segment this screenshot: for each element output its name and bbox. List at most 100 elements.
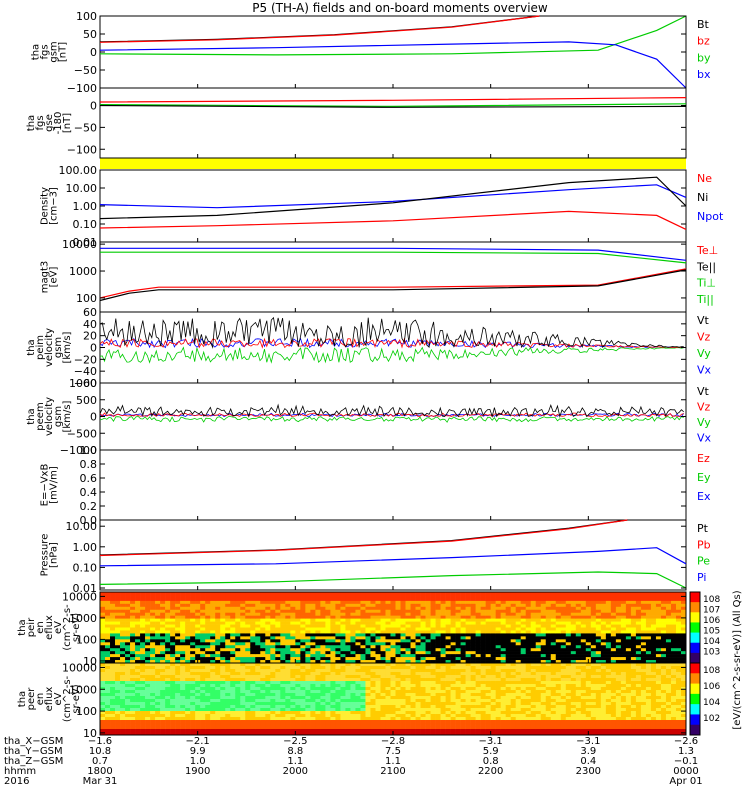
heatmap-cell xyxy=(295,604,300,607)
heatmap-cell xyxy=(160,639,165,642)
heatmap-cell xyxy=(160,610,165,613)
heatmap-cell xyxy=(496,639,501,642)
heatmap-cell xyxy=(190,723,195,726)
heatmap-cell xyxy=(516,622,521,625)
heatmap-cell xyxy=(591,630,596,633)
heatmap-cell xyxy=(360,654,365,657)
heatmap-cell xyxy=(421,610,426,613)
heatmap-cell xyxy=(656,651,661,654)
heatmap-cell xyxy=(586,625,591,628)
heatmap-cell xyxy=(526,598,531,601)
heatmap-cell xyxy=(210,651,215,654)
heatmap-cell xyxy=(431,678,436,681)
heatmap-cell xyxy=(355,681,360,684)
legend-entry: Bt xyxy=(697,18,710,31)
heatmap-cell xyxy=(225,607,230,610)
heatmap-cell xyxy=(240,630,245,633)
heatmap-cell xyxy=(130,636,135,639)
panel-frame xyxy=(100,450,686,520)
heatmap-cell xyxy=(456,636,461,639)
heatmap-cell xyxy=(315,666,320,669)
heatmap-cell xyxy=(491,672,496,675)
heatmap-cell xyxy=(190,645,195,648)
heatmap-cell xyxy=(205,651,210,654)
heatmap-cell xyxy=(516,616,521,619)
heatmap-cell xyxy=(255,720,260,723)
heatmap-cell xyxy=(240,705,245,708)
heatmap-cell xyxy=(115,726,120,729)
heatmap-cell xyxy=(385,678,390,681)
heatmap-cell xyxy=(325,708,330,711)
heatmap-cell xyxy=(240,669,245,672)
heatmap-cell xyxy=(641,622,646,625)
colorbar-segment xyxy=(690,622,700,633)
heatmap-cell xyxy=(350,613,355,616)
heatmap-cell xyxy=(385,651,390,654)
heatmap-cell xyxy=(280,708,285,711)
heatmap-cell xyxy=(491,645,496,648)
heatmap-cell xyxy=(521,645,526,648)
heatmap-cell xyxy=(641,645,646,648)
heatmap-cell xyxy=(656,604,661,607)
heatmap-cell xyxy=(260,598,265,601)
heatmap-cell xyxy=(631,628,636,631)
heatmap-cell xyxy=(406,672,411,675)
heatmap-cell xyxy=(105,723,110,726)
y-tick-label: 100 xyxy=(76,10,97,23)
heatmap-cell xyxy=(185,714,190,717)
heatmap-cell xyxy=(210,622,215,625)
heatmap-cell xyxy=(436,684,441,687)
heatmap-cell xyxy=(175,610,180,613)
heatmap-cell xyxy=(421,723,426,726)
heatmap-cell xyxy=(566,648,571,651)
heatmap-cell xyxy=(125,628,130,631)
heatmap-cell xyxy=(601,628,606,631)
heatmap-cell xyxy=(546,595,551,598)
heatmap-cell xyxy=(270,657,275,660)
heatmap-cell xyxy=(225,633,230,636)
heatmap-cell xyxy=(526,601,531,604)
heatmap-cell xyxy=(115,729,120,732)
heatmap-cell xyxy=(295,598,300,601)
heatmap-cell xyxy=(476,648,481,651)
heatmap-cell xyxy=(671,639,676,642)
heatmap-cell xyxy=(406,648,411,651)
heatmap-cell xyxy=(451,625,456,628)
heatmap-cell xyxy=(325,622,330,625)
heatmap-cell xyxy=(315,633,320,636)
heatmap-cell xyxy=(476,729,481,732)
heatmap-cell xyxy=(666,648,671,651)
heatmap-cell xyxy=(210,633,215,636)
heatmap-cell xyxy=(190,708,195,711)
heatmap-cell xyxy=(200,684,205,687)
heatmap-cell xyxy=(315,726,320,729)
heatmap-cell xyxy=(401,720,406,723)
heatmap-cell xyxy=(255,657,260,660)
heatmap-cell xyxy=(230,693,235,696)
heatmap-cell xyxy=(661,601,666,604)
heatmap-cell xyxy=(235,654,240,657)
heatmap-cell xyxy=(350,630,355,633)
heatmap-cell xyxy=(210,625,215,628)
heatmap-cell xyxy=(300,651,305,654)
heatmap-cell xyxy=(265,720,270,723)
heatmap-cell xyxy=(651,625,656,628)
heatmap-cell xyxy=(436,654,441,657)
heatmap-cell xyxy=(180,708,185,711)
heatmap-cell xyxy=(436,714,441,717)
heatmap-cell xyxy=(501,723,506,726)
heatmap-cell xyxy=(541,654,546,657)
heatmap-cell xyxy=(471,711,476,714)
heatmap-cell xyxy=(531,633,536,636)
heatmap-cell xyxy=(225,669,230,672)
heatmap-cell xyxy=(531,654,536,657)
heatmap-cell xyxy=(656,622,661,625)
heatmap-cell xyxy=(481,657,486,660)
heatmap-cell xyxy=(471,607,476,610)
heatmap-cell xyxy=(496,657,501,660)
heatmap-cell xyxy=(285,651,290,654)
heatmap-cell xyxy=(190,684,195,687)
heatmap-cell xyxy=(140,648,145,651)
heatmap-cell xyxy=(426,645,431,648)
heatmap-cell xyxy=(426,607,431,610)
